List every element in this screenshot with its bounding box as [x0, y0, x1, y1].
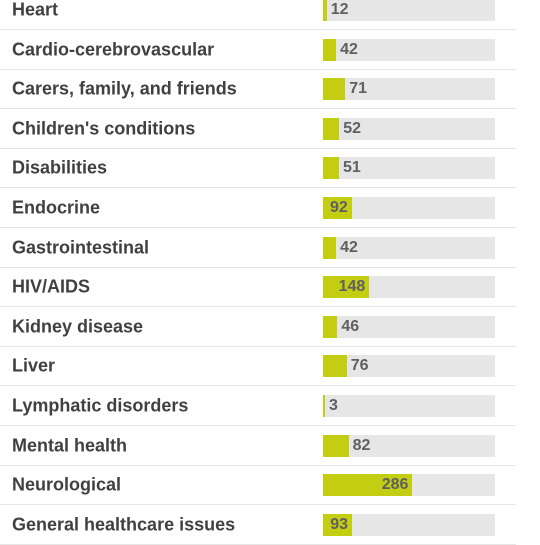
bar-track: 93	[323, 513, 495, 536]
bar-row: Children's conditions 52	[0, 109, 540, 149]
bar-row: Neurological 286	[0, 465, 540, 506]
value-label: 3	[329, 397, 338, 414]
category-label: HIV/AIDS	[12, 276, 91, 297]
bar-track: 71	[323, 78, 495, 101]
category-label: Children's conditions	[12, 118, 196, 139]
bar	[323, 0, 327, 21]
bar-track: 92	[323, 197, 495, 219]
bar-row: Liver 76	[0, 346, 540, 387]
bar-track: 42	[323, 236, 495, 259]
category-label: Gastrointestinal	[12, 237, 150, 258]
bar	[323, 197, 352, 219]
bar	[323, 157, 339, 180]
bar-row: Lymphatic disorders 3	[0, 386, 540, 426]
bar-row: Gastrointestinal 42	[0, 228, 540, 268]
row-separator	[0, 68, 516, 70]
bar-track: 3	[323, 395, 495, 417]
bar	[323, 395, 325, 417]
category-label: Liver	[12, 355, 56, 376]
bar-row: Heart 12	[0, 0, 540, 30]
bar	[323, 78, 346, 101]
value-label: 92	[329, 199, 348, 216]
row-separator	[0, 227, 516, 228]
value-label: 82	[352, 436, 371, 454]
row-separator	[0, 29, 516, 30]
category-label: Disabilities	[12, 157, 108, 178]
value-label: 76	[350, 357, 369, 375]
category-label: Kidney disease	[12, 316, 144, 337]
bar-track: 12	[323, 0, 495, 21]
category-label: Carers, family, and friends	[12, 78, 237, 99]
bar-track: 286	[323, 474, 495, 497]
value-label: 148	[338, 278, 366, 296]
bar-row: Endocrine 92	[0, 188, 540, 228]
value-label: 71	[349, 80, 367, 98]
value-label: 12	[330, 1, 349, 18]
bar-row: Disabilities 51	[0, 148, 540, 189]
row-separator	[0, 187, 516, 189]
row-separator	[0, 425, 516, 426]
bar-track: 51	[323, 157, 495, 180]
row-separator	[0, 108, 516, 110]
bar	[323, 513, 353, 536]
value-label: 93	[330, 515, 349, 533]
bar-track: 52	[323, 117, 495, 140]
bar	[323, 434, 349, 457]
bar-track: 148	[323, 276, 495, 299]
bar	[323, 474, 413, 497]
category-label: Heart	[12, 0, 59, 20]
bar-row: Kidney disease 46	[0, 307, 540, 347]
category-label: Mental health	[12, 435, 128, 456]
category-label: Cardio-cerebrovascular	[12, 39, 215, 60]
bar	[323, 38, 337, 61]
value-label: 286	[381, 476, 409, 494]
value-label: 42	[340, 238, 358, 256]
bar	[323, 276, 370, 299]
category-label: Neurological	[12, 474, 122, 495]
bar-track: 76	[323, 355, 495, 378]
bar-row: HIV/AIDS 148	[0, 267, 540, 308]
bar-row: General healthcare issues 93	[0, 505, 540, 545]
bar	[323, 117, 340, 140]
row-separator	[0, 504, 516, 506]
row-separator	[0, 345, 516, 347]
bar-track: 42	[323, 38, 495, 61]
bar	[323, 355, 347, 378]
category-label: General healthcare issues	[12, 514, 236, 535]
row-separator	[0, 385, 516, 387]
row-separator	[0, 147, 516, 149]
bar-track: 82	[323, 434, 495, 457]
bar-row: Carers, family, and friends 71	[0, 69, 540, 110]
value-label: 46	[341, 317, 360, 335]
bar-track: 46	[323, 315, 495, 338]
value-label: 52	[343, 119, 362, 137]
value-label: 51	[342, 159, 361, 177]
row-separator	[0, 306, 516, 308]
row-separator	[0, 464, 516, 466]
category-label: Lymphatic disorders	[12, 395, 189, 416]
bar	[323, 315, 338, 338]
value-label: 42	[340, 40, 358, 58]
bar-row: Mental health 82	[0, 426, 540, 466]
row-separator	[0, 266, 516, 268]
bar-row: Cardio-cerebrovascular 42	[0, 30, 540, 70]
category-label: Endocrine	[12, 197, 101, 218]
bar	[323, 236, 337, 259]
